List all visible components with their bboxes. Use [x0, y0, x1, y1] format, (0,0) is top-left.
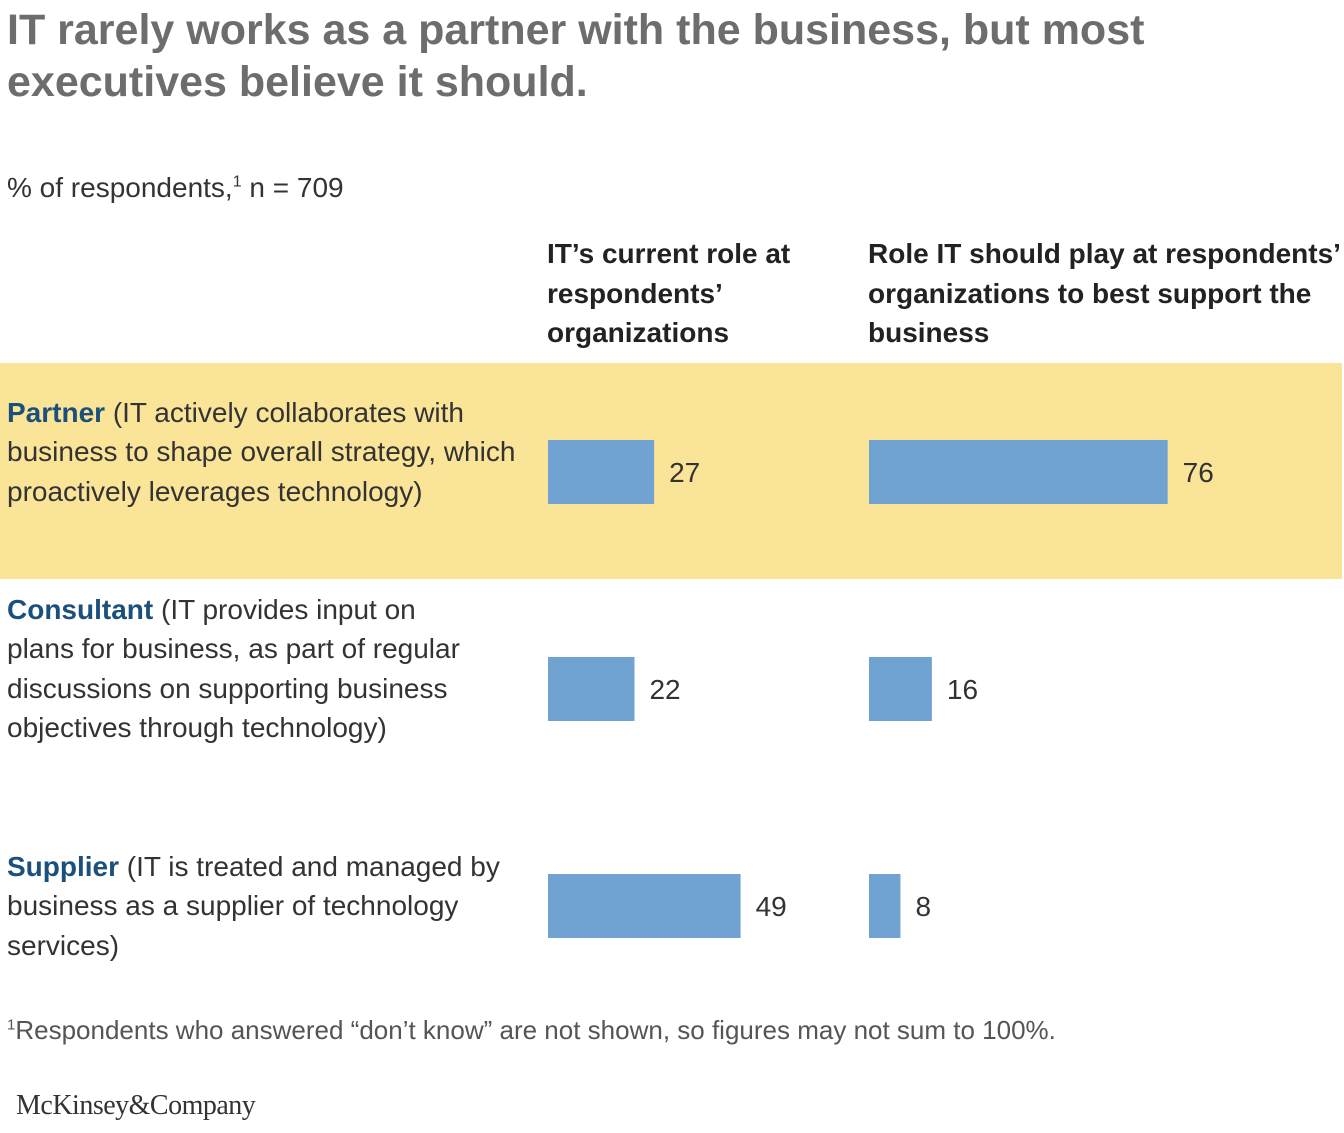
category-description: (IT actively collaborates with business … [7, 397, 516, 507]
value-label-should-play-consultant: 16 [947, 674, 978, 705]
column-heading-current-role: IT’s current role at respondents’ organi… [547, 238, 791, 348]
bar-should-play-supplier [869, 874, 901, 938]
bar-current-role-supplier [548, 874, 741, 938]
value-label-should-play-partner: 76 [1183, 457, 1214, 488]
value-label-current-role-supplier: 49 [756, 891, 787, 922]
bar-should-play-partner [869, 440, 1168, 504]
category-name: Partner [7, 397, 106, 428]
footnote: 1Respondents who answered “don’t know” a… [7, 1015, 1056, 1046]
chart-subtitle: % of respondents,1 n = 709 [7, 172, 344, 204]
category-description: (IT is treated and managed by business a… [7, 851, 500, 961]
bar-current-role-consultant [548, 657, 635, 721]
bar-current-role-partner [548, 440, 655, 504]
mckinsey-logo: McKinsey&Company [16, 1090, 256, 1121]
footnote-marker: 1 [7, 1016, 16, 1034]
subtitle-footnote-marker: 1 [232, 173, 242, 191]
value-label-should-play-supplier: 8 [915, 891, 931, 922]
bar-should-play-consultant [869, 657, 932, 721]
subtitle-text: % of respondents, [7, 172, 233, 203]
subtitle-sample-size: n = 709 [241, 172, 344, 203]
category-name: Supplier [7, 851, 120, 882]
chart-title: IT rarely works as a partner with the bu… [7, 6, 1145, 106]
value-label-current-role-consultant: 22 [649, 674, 680, 705]
category-description: (IT provides input on plans for business… [7, 594, 460, 743]
category-name: Consultant [7, 594, 154, 625]
footnote-text: Respondents who answered “don’t know” ar… [15, 1015, 1056, 1045]
row-label-partner: Partner (IT actively collaborates with b… [7, 393, 517, 511]
row-label-consultant: Consultant (IT provides input on plans f… [7, 590, 477, 747]
row-label-supplier: Supplier (IT is treated and managed by b… [7, 847, 537, 965]
value-label-current-role-partner: 27 [669, 457, 700, 488]
column-heading-should-play: Role IT should play at respondents’ orga… [868, 238, 1340, 348]
